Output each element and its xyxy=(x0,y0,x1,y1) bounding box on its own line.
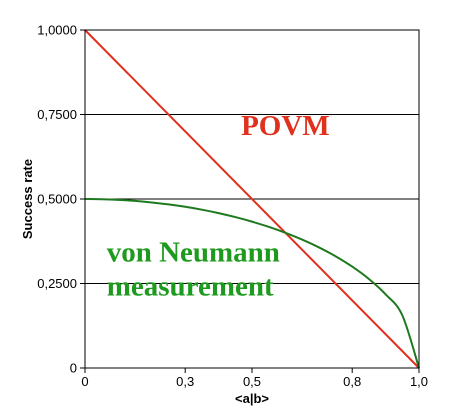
y-tick-label-4: 1,0000 xyxy=(37,23,77,38)
series-lines xyxy=(84,29,420,369)
x-tick-label-2: 0,5 xyxy=(243,374,261,389)
series-line-povm xyxy=(84,29,420,369)
x-tick-label-0: 0 xyxy=(81,374,88,389)
x-axis-title: <a|b> xyxy=(235,391,269,406)
x-tick-label-3: 0,8 xyxy=(343,374,361,389)
x-tick-label-4: 1,0 xyxy=(410,374,428,389)
annotation-2: measurement xyxy=(107,270,274,302)
y-tick-label-2: 0,5000 xyxy=(37,192,77,207)
y-axis-title: Success rate xyxy=(20,159,35,239)
series-line-von-neumann xyxy=(84,198,420,369)
y-tick-label-1: 0,2500 xyxy=(37,276,77,291)
annotation-1: von Neumann xyxy=(107,237,280,269)
annotation-0: POVM xyxy=(241,110,330,142)
y-tick-label-0: 0 xyxy=(70,361,77,376)
y-tick-label-3: 0,7500 xyxy=(37,107,77,122)
axis-ticks: 0 0,2500 0,5000 0,7500 1,0000 0 0,3 0,5 0,8 1,0 xyxy=(37,23,428,390)
x-tick-label-1: 0,3 xyxy=(176,374,194,389)
